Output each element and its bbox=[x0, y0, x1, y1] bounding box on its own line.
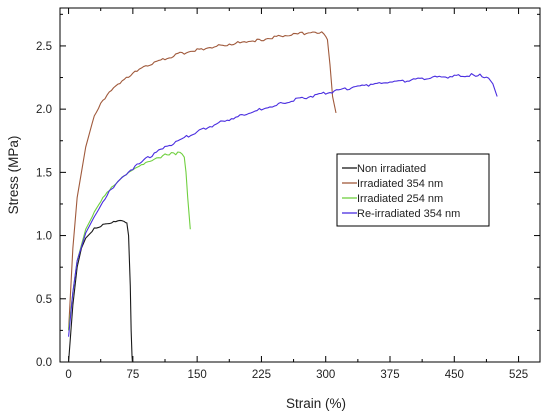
y-tick-label: 0.0 bbox=[36, 357, 52, 369]
x-tick-label: 300 bbox=[316, 369, 335, 381]
series-line-1 bbox=[68, 219, 133, 363]
legend-label: Irradiated 254 nm bbox=[357, 193, 443, 205]
y-tick-label: 1.5 bbox=[36, 167, 52, 179]
y-tick-label: 1.0 bbox=[36, 231, 52, 243]
x-axis-label: Strain (%) bbox=[286, 396, 346, 411]
plot-frame bbox=[59, 7, 541, 363]
legend-label: Re-irradiated 354 nm bbox=[357, 208, 460, 220]
x-tick-label: 525 bbox=[509, 369, 528, 381]
x-tick-label: 150 bbox=[188, 369, 207, 381]
series-line-2 bbox=[68, 31, 337, 331]
x-tick-label: 450 bbox=[445, 369, 464, 381]
x-tick-label: 0 bbox=[65, 369, 71, 381]
y-tick-label: 2.5 bbox=[36, 41, 52, 53]
y-tick-label: 2.0 bbox=[36, 104, 52, 116]
legend-label: Non irradiated bbox=[357, 163, 426, 175]
x-tick-label: 375 bbox=[380, 369, 399, 381]
legend-label: Irradiated 354 nm bbox=[357, 178, 443, 190]
legend-box bbox=[336, 153, 490, 227]
x-tick-label: 75 bbox=[126, 369, 139, 381]
y-axis-label: Stress (MPa) bbox=[6, 136, 21, 215]
x-tick-label: 225 bbox=[252, 369, 271, 381]
y-tick-label: 0.5 bbox=[36, 294, 52, 306]
series-line-4 bbox=[68, 73, 498, 337]
series-line-3 bbox=[68, 151, 191, 331]
